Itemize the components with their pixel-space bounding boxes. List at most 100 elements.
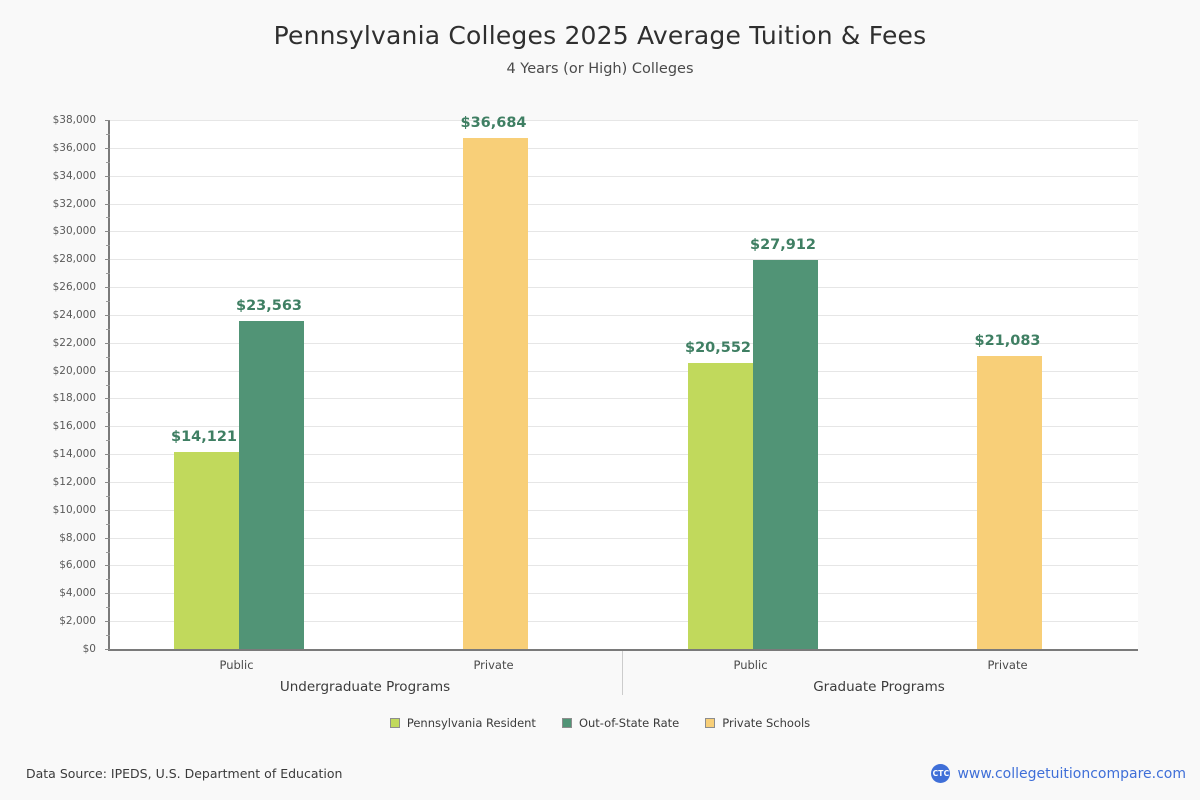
y-tick-minor (106, 607, 110, 609)
legend-swatch-icon (561, 718, 572, 728)
y-axis-label: $8,000 (59, 531, 96, 544)
x-group-label: Graduate Programs (813, 679, 945, 695)
y-tick-mark (105, 509, 110, 511)
bar-value-label: $20,552 (684, 339, 752, 356)
y-axis-label: $4,000 (59, 587, 96, 600)
brand-url-text[interactable]: www.collegetuitioncompare.com (957, 765, 1186, 782)
y-tick-minor (106, 133, 110, 135)
bar-value-label: $14,121 (170, 429, 238, 446)
gridline (110, 342, 1138, 344)
y-tick-minor (106, 523, 110, 525)
y-tick-mark (105, 649, 110, 650)
x-tick-label: Public (219, 658, 254, 672)
chart-header: Pennsylvania Colleges 2025 Average Tuiti… (0, 0, 1200, 77)
y-tick-minor (106, 328, 110, 330)
gridline (110, 621, 1138, 623)
bar[interactable] (238, 320, 304, 649)
y-tick-mark (105, 481, 110, 483)
y-tick-mark (105, 314, 110, 316)
chart-title: Pennsylvania Colleges 2025 Average Tuiti… (273, 21, 927, 50)
y-tick-minor (106, 384, 110, 386)
gridline (110, 175, 1138, 177)
y-tick-minor (106, 245, 110, 247)
y-axis-label: $6,000 (59, 559, 96, 572)
legend-item[interactable]: Pennsylvania Resident (389, 716, 536, 730)
bar-value-label: $21,083 (974, 332, 1041, 349)
y-axis-label: $0 (82, 643, 96, 655)
bar[interactable] (977, 355, 1042, 649)
data-source-text: Data Source: IPEDS, U.S. Department of E… (26, 766, 343, 781)
y-tick-mark (105, 175, 110, 177)
gridline (110, 565, 1138, 567)
y-tick-mark (105, 370, 110, 372)
y-axis-label: $36,000 (52, 141, 96, 154)
y-tick-mark (105, 454, 110, 456)
y-axis-label: $28,000 (52, 253, 96, 266)
brand-link[interactable]: CTC www.collegetuitioncompare.com (931, 764, 1186, 783)
y-axis-label: $26,000 (52, 281, 96, 294)
x-group-separator (622, 651, 623, 695)
gridline (110, 120, 1138, 121)
y-tick-mark (105, 120, 110, 121)
gridline (110, 481, 1138, 483)
gridline (110, 147, 1138, 149)
gridline (110, 398, 1138, 400)
gridline (110, 231, 1138, 233)
chart-legend: Pennsylvania Resident Out-of-State Rate Pr… (0, 716, 1200, 730)
gridline (110, 426, 1138, 428)
y-axis-label: $24,000 (52, 308, 96, 321)
y-tick-mark (105, 398, 110, 400)
y-tick-mark (105, 621, 110, 623)
y-axis-label: $20,000 (52, 364, 96, 377)
y-tick-mark (105, 147, 110, 149)
gridline (110, 454, 1138, 456)
y-tick-mark (105, 565, 110, 567)
legend-label: Out-of-State Rate (578, 716, 680, 730)
y-tick-mark (105, 203, 110, 205)
x-tick-label: Public (733, 658, 768, 672)
chart-subtitle: 4 Years (or High) Colleges (506, 60, 694, 77)
y-tick-minor (106, 356, 110, 358)
y-axis-label: $18,000 (52, 392, 96, 405)
gridline (110, 259, 1138, 261)
bar[interactable] (173, 452, 239, 649)
y-axis-label: $30,000 (52, 225, 96, 238)
gridline (110, 509, 1138, 511)
bar[interactable] (463, 138, 528, 649)
legend-item[interactable]: Private Schools (705, 716, 810, 730)
bar[interactable] (687, 362, 753, 649)
x-tick-label: Private (473, 658, 514, 672)
bar-value-label: $36,684 (460, 115, 527, 132)
y-tick-mark (105, 259, 110, 261)
y-axis-label: $12,000 (52, 475, 96, 488)
y-axis-label: $22,000 (52, 336, 96, 349)
y-axis-label: $16,000 (52, 420, 96, 433)
chart-footer: Data Source: IPEDS, U.S. Department of E… (0, 756, 1200, 800)
y-tick-mark (105, 342, 110, 344)
y-axis-label: $2,000 (59, 615, 96, 628)
y-axis-label: $32,000 (52, 197, 96, 210)
y-tick-minor (106, 217, 110, 219)
y-tick-mark (105, 287, 110, 289)
y-tick-minor (106, 273, 110, 275)
y-tick-minor (106, 495, 110, 497)
legend-label: Pennsylvania Resident (406, 716, 536, 730)
bar[interactable] (752, 260, 818, 649)
legend-item[interactable]: Out-of-State Rate (561, 716, 680, 730)
y-tick-mark (105, 537, 110, 539)
y-tick-minor (106, 300, 110, 302)
y-axis-label: $34,000 (52, 169, 96, 182)
y-axis-label: $38,000 (52, 114, 96, 126)
y-tick-minor (106, 635, 110, 637)
y-tick-minor (106, 161, 110, 163)
y-tick-minor (106, 468, 110, 470)
y-tick-minor (106, 551, 110, 553)
legend-swatch-icon (705, 718, 716, 728)
gridline (110, 370, 1138, 372)
y-tick-minor (106, 189, 110, 191)
y-axis-label: $10,000 (52, 503, 96, 516)
x-group-label: Undergraduate Programs (279, 679, 451, 695)
y-axis-label: $14,000 (52, 448, 96, 461)
gridline (110, 314, 1138, 316)
